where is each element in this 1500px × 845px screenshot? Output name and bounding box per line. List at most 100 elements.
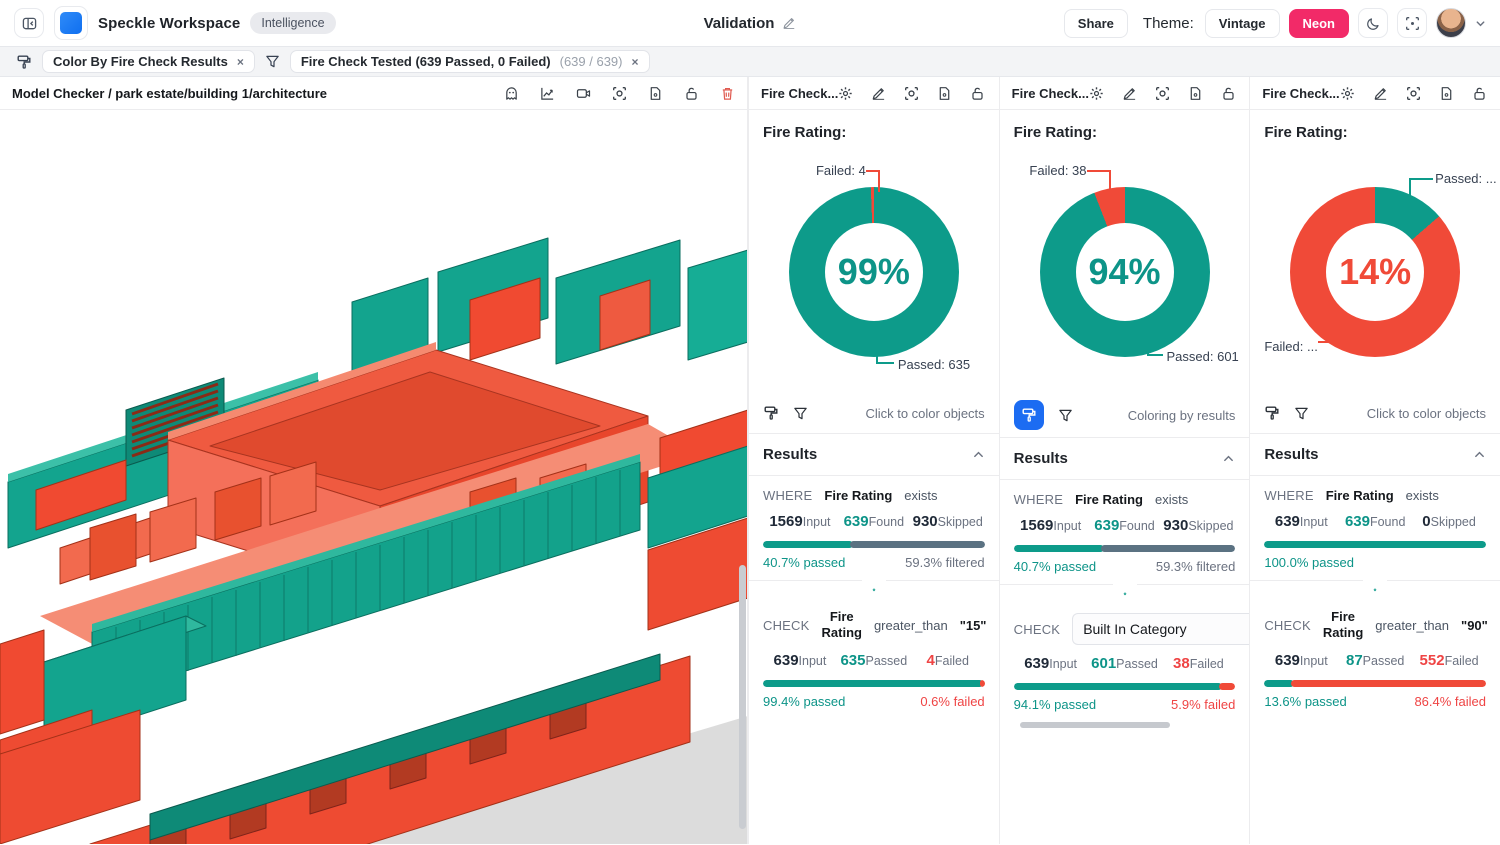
edit-icon[interactable] (1373, 86, 1388, 101)
failed-caption: 5.9% failed (1171, 697, 1235, 712)
delete-icon[interactable] (720, 86, 735, 101)
fire-rating-donut-chart[interactable]: 94% (1040, 187, 1210, 357)
focus-icon[interactable] (1155, 86, 1170, 101)
lock-icon[interactable] (1472, 86, 1487, 101)
stat-label: Input (799, 654, 827, 668)
progress-bar (1014, 683, 1236, 690)
panel-title: Fire Check... (1012, 86, 1089, 101)
workspace-title: Speckle Workspace (98, 15, 240, 32)
edit-icon[interactable] (871, 86, 886, 101)
report-file-icon[interactable] (937, 86, 952, 101)
report-file-icon[interactable] (648, 86, 663, 101)
filter-chip-label: Fire Check Tested (639 Passed, 0 Failed) (301, 54, 551, 69)
check-keyword: CHECK (1014, 622, 1061, 637)
stat-label: Input (1053, 519, 1081, 533)
stat-label: Failed (1190, 657, 1224, 671)
check-keyword: CHECK (763, 618, 810, 633)
filter-objects-button[interactable] (1058, 408, 1073, 423)
camera-icon[interactable] (576, 86, 591, 101)
where-keyword: WHERE (1014, 492, 1063, 507)
check-field-select[interactable]: Built In Category (1072, 613, 1249, 645)
where-operator: exists (904, 488, 937, 503)
model-canvas[interactable] (0, 110, 747, 844)
where-field: Fire Rating (824, 488, 892, 503)
model-breadcrumb: Model Checker / park estate/building 1/a… (12, 86, 327, 101)
stat-label: Skipped (938, 515, 983, 529)
filter-icon[interactable] (265, 54, 280, 69)
filtered-caption: 59.3% filtered (1156, 559, 1236, 574)
edit-title-icon[interactable] (782, 16, 796, 30)
stat-value: 639 (1275, 652, 1300, 669)
failed-label: Failed: 38 (1029, 163, 1086, 178)
results-title: Results (763, 446, 817, 463)
stat-value: 639 (1024, 655, 1049, 672)
close-icon[interactable]: × (631, 56, 638, 68)
focus-icon[interactable] (904, 86, 919, 101)
collapse-results-icon[interactable] (1473, 448, 1486, 461)
theme-vintage-button[interactable]: Vintage (1205, 9, 1280, 38)
color-by-chip[interactable]: Color By Fire Check Results × (42, 50, 255, 73)
viewer-scrollbar[interactable] (739, 565, 746, 829)
color-objects-button[interactable] (763, 405, 779, 421)
focus-icon[interactable] (612, 86, 627, 101)
check-value: "90" (1461, 618, 1488, 633)
stat-label: Found (869, 515, 904, 529)
filter-objects-button[interactable] (1294, 406, 1309, 421)
chart-icon[interactable] (540, 86, 555, 101)
collapse-results-icon[interactable] (1222, 452, 1235, 465)
account-menu-chevron-icon[interactable] (1475, 18, 1486, 29)
screenshot-button[interactable] (1397, 8, 1427, 38)
lock-icon[interactable] (970, 86, 985, 101)
check-result-card: CHECK Fire Rating greater_than "15" 639I… (749, 597, 999, 719)
focus-icon[interactable] (1406, 86, 1421, 101)
report-file-icon[interactable] (1188, 86, 1203, 101)
filtered-caption: 59.3% filtered (905, 555, 985, 570)
progress-bar (763, 541, 985, 548)
fire-check-panel-1: Fire Check... Fire Rating: 99% Failed: 4… (748, 77, 999, 844)
color-objects-button[interactable] (1014, 400, 1044, 430)
collapse-sidebar-button[interactable] (14, 8, 44, 38)
where-operator: exists (1406, 488, 1439, 503)
filter-objects-button[interactable] (793, 406, 808, 421)
stat-label: Passed (866, 654, 908, 668)
where-keyword: WHERE (763, 488, 812, 503)
progress-bar (763, 680, 985, 687)
stat-label: Input (1300, 654, 1328, 668)
theme-neon-button[interactable]: Neon (1289, 9, 1350, 38)
lock-icon[interactable] (1221, 86, 1236, 101)
stat-label: Input (1300, 515, 1328, 529)
color-objects-button[interactable] (1264, 405, 1280, 421)
passed-caption: 13.6% passed (1264, 694, 1346, 709)
lock-icon[interactable] (684, 86, 699, 101)
settings-icon[interactable] (1340, 86, 1355, 101)
report-file-icon[interactable] (1439, 86, 1454, 101)
close-icon[interactable]: × (237, 56, 244, 68)
flow-arrow-icon (749, 580, 999, 600)
user-avatar[interactable] (1436, 8, 1466, 38)
fire-rating-donut-chart[interactable]: 14% (1290, 187, 1460, 357)
share-button[interactable]: Share (1064, 9, 1128, 38)
stat-value: 552 (1420, 652, 1445, 669)
settings-icon[interactable] (838, 86, 853, 101)
stat-value: 1569 (1020, 517, 1053, 534)
building-model (0, 110, 747, 844)
stat-value: 639 (844, 513, 869, 530)
where-field: Fire Rating (1326, 488, 1394, 503)
horizontal-scrollbar[interactable] (1020, 722, 1170, 728)
edit-icon[interactable] (1122, 86, 1137, 101)
stat-value: 930 (1163, 517, 1188, 534)
paint-roller-icon[interactable] (16, 54, 32, 70)
where-keyword: WHERE (1264, 488, 1313, 503)
fire-check-filter-chip[interactable]: Fire Check Tested (639 Passed, 0 Failed)… (290, 50, 650, 73)
fire-rating-donut-chart[interactable]: 99% (789, 187, 959, 357)
stat-value: 639 (1094, 517, 1119, 534)
settings-icon[interactable] (1089, 86, 1104, 101)
collapse-results-icon[interactable] (972, 448, 985, 461)
stat-label: Found (1370, 515, 1405, 529)
passed-caption: 100.0% passed (1264, 555, 1354, 570)
stat-value: 639 (1275, 513, 1300, 530)
ghost-mode-icon[interactable] (504, 86, 519, 101)
speckle-logo[interactable] (54, 6, 88, 40)
passed-caption: 40.7% passed (1014, 559, 1096, 574)
dark-mode-button[interactable] (1358, 8, 1388, 38)
